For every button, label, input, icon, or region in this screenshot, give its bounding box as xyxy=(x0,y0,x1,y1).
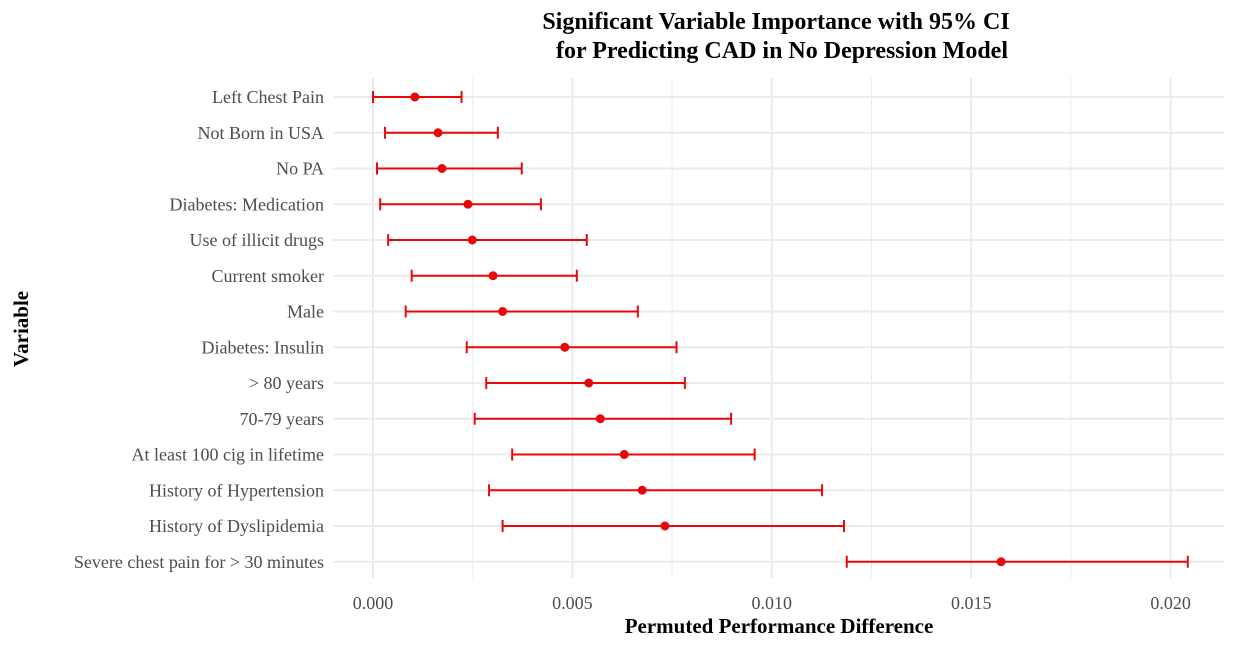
data-point xyxy=(488,271,498,281)
data-point xyxy=(595,414,605,424)
data-point xyxy=(660,521,670,531)
y-tick-label: Diabetes: Insulin xyxy=(202,337,324,357)
error-bar-group xyxy=(501,520,845,532)
error-bar-group xyxy=(387,234,588,246)
data-point xyxy=(637,485,647,495)
y-tick-label: Severe chest pain for > 30 minutes xyxy=(74,552,324,572)
grid xyxy=(333,78,1224,578)
chart-title-line-2: for Predicting CAD in No Depression Mode… xyxy=(556,38,1008,64)
data-point xyxy=(996,557,1006,567)
error-bar-group xyxy=(404,305,639,318)
x-tick-label: 0.000 xyxy=(353,593,394,613)
error-bar-group xyxy=(485,377,686,389)
data-point xyxy=(437,164,447,173)
x-axis-tick-labels: 0.000 0.005 0.010 0.015 0.020 xyxy=(353,593,1191,613)
y-tick-label: Current smoker xyxy=(212,266,324,286)
x-tick-label: 0.020 xyxy=(1150,593,1191,613)
data-point xyxy=(410,92,420,102)
y-tick-label: At least 100 cig in lifetime xyxy=(132,445,324,465)
error-bar-group xyxy=(383,126,499,139)
y-tick-label: 70-79 years xyxy=(240,409,324,429)
y-tick-label: Diabetes: Medication xyxy=(170,194,324,214)
y-axis-tick-labels: Left Chest Pain Not Born in USA No PA Diabe… xyxy=(74,87,324,572)
data-point xyxy=(619,450,629,459)
data-point xyxy=(463,199,473,209)
error-bar-group xyxy=(473,412,733,425)
y-tick-label: History of Dyslipidemia xyxy=(149,516,324,536)
y-tick-label: Left Chest Pain xyxy=(212,87,324,107)
error-bar-group xyxy=(372,91,463,103)
error-bar-group xyxy=(465,341,678,354)
error-bar-group xyxy=(845,555,1189,568)
y-axis-title: Variable xyxy=(9,291,33,367)
chart-title-line-1: Significant Variable Importance with 95%… xyxy=(542,9,1009,35)
y-tick-label: Not Born in USA xyxy=(197,123,324,143)
y-tick-label: History of Hypertension xyxy=(149,480,324,500)
error-bar-group xyxy=(488,484,824,497)
data-point xyxy=(584,378,594,388)
data-point xyxy=(433,128,443,138)
data-point xyxy=(467,235,477,245)
y-tick-label: No PA xyxy=(276,159,324,179)
data-point xyxy=(560,342,570,352)
x-tick-label: 0.015 xyxy=(951,593,992,613)
error-bar-group xyxy=(379,198,542,211)
error-bar-group xyxy=(511,448,756,461)
data-point xyxy=(498,307,508,316)
x-axis-title: Permuted Performance Difference xyxy=(625,614,934,638)
y-tick-label: Male xyxy=(287,302,324,322)
plot-area xyxy=(372,91,1189,568)
y-tick-label: Use of illicit drugs xyxy=(190,230,324,250)
x-tick-label: 0.010 xyxy=(752,593,793,613)
y-tick-label: > 80 years xyxy=(249,373,324,393)
x-tick-label: 0.005 xyxy=(552,593,593,613)
error-bar-group xyxy=(410,269,578,282)
error-bar-group xyxy=(375,162,523,175)
